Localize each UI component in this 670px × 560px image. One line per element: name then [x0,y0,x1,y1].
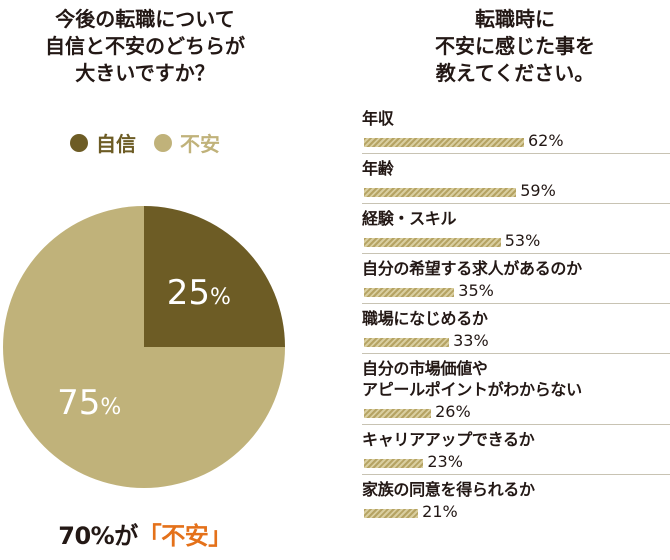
bar-category-label: 自分の市場価値や アピールポイントがわからない [362,359,582,399]
bar-fill [364,459,424,468]
bar-row: 経験・スキル 53% [362,204,670,254]
pie-slice-confidence [144,206,285,347]
pie-label-confidence: 25% [167,273,231,313]
bar-track: 59% [362,179,670,203]
pie-chart-title: 今後の転職について 自信と不安のどちらが 大きいですか？ [45,7,245,85]
bar-category-label: 経験・スキル [362,209,457,228]
bar-track: 21% [362,500,670,524]
bar-category-label: 年齢 [362,159,394,178]
bar-track: 53% [362,229,670,253]
legend-item-anxiety: 不安 [154,128,220,157]
bar-row: 自分の市場価値や アピールポイントがわからない 26% [362,354,670,425]
bar-row: 家族の同意を得られるか 21% [362,475,670,524]
bar-track: 23% [362,450,670,474]
bar-category-label: 自分の希望する求人があるのか [362,259,582,278]
bar-row: 自分の希望する求人があるのか 35% [362,254,670,304]
bar-fill [364,188,517,197]
bar-fill [364,238,501,247]
bar-category-label: キャリアアップできるか [362,430,535,449]
bar-row: 職場になじめるか 33% [362,304,670,354]
summary-highlight: 「不安」 [137,522,233,550]
bar-row: キャリアアップできるか 23% [362,425,670,475]
bar-category-label: 年収 [362,109,394,128]
bar-value-label: 35% [458,281,494,300]
bar-chart: 年収 62% 年齢 59% 経験・スキル 53% 自分の希望する求人があるのか 35% 職場にな… [362,104,670,524]
pie-label-anxiety: 75% [57,383,121,423]
summary-prefix: 70%が [58,522,138,550]
bar-fill [364,288,455,297]
bar-row: 年収 62% [362,104,670,154]
bar-value-label: 26% [435,402,471,421]
bar-value-label: 33% [453,331,489,350]
legend-label-confidence: 自信 [96,132,136,156]
pie-slice-anxiety [3,206,285,488]
bar-value-label: 21% [422,502,458,521]
legend-swatch-confidence [70,133,88,152]
bar-value-label: 23% [427,452,463,471]
bar-category-label: 職場になじめるか [362,309,488,328]
bar-value-label: 59% [520,181,556,200]
bar-track: 35% [362,279,670,303]
bar-value-label: 62% [527,131,564,150]
bar-chart-title: 転職時に 不安に感じた事を 教えてください。 [435,7,595,85]
bar-fill [364,509,419,518]
legend-swatch-anxiety [154,133,172,152]
pie-summary: 70%が「不安」 [0,516,290,551]
bar-fill [364,138,524,147]
pie-legend: 自信 不安 [0,128,290,157]
legend-item-confidence: 自信 [70,128,136,157]
bar-track: 33% [362,329,670,353]
bar-row: 年齢 59% [362,154,670,204]
legend-label-anxiety: 不安 [180,132,220,156]
bar-track: 62% [362,129,670,153]
bar-fill [364,338,450,347]
bar-track: 26% [362,400,670,424]
bar-category-label: 家族の同意を得られるか [362,480,535,499]
pie-chart: 25% 75% [3,206,285,488]
bar-fill [364,409,432,418]
bar-value-label: 53% [504,231,541,250]
